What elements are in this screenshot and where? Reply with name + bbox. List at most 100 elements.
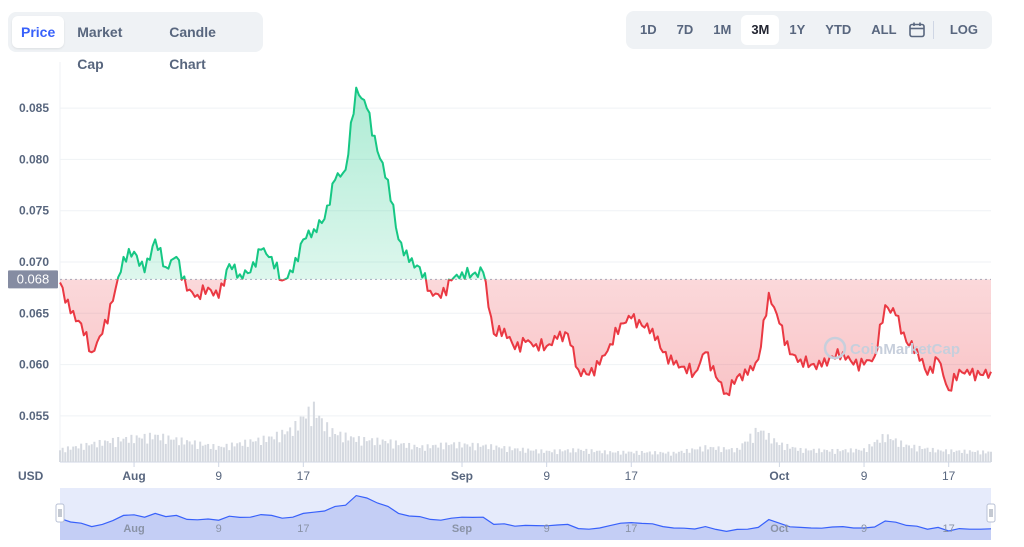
volume-bar: [791, 446, 794, 462]
volume-bar: [990, 451, 992, 462]
navigator-tick-label: 9: [544, 523, 550, 535]
grid-lines: [59, 62, 991, 463]
volume-bar: [416, 446, 419, 462]
volume-bar: [188, 441, 191, 462]
currency-label: USD: [18, 469, 44, 483]
range-7d[interactable]: 7D: [676, 22, 694, 37]
y-axis: 0.055 0.060 0.065 0.070 0.075 0.080 0.085: [19, 101, 49, 423]
range-3m[interactable]: 3M: [741, 15, 780, 45]
volume-bar: [979, 454, 982, 462]
range-1m[interactable]: 1M: [713, 22, 732, 37]
volume-bar: [466, 444, 469, 462]
volume-bar: [532, 450, 535, 462]
volume-bar: [154, 434, 157, 462]
navigator-tick-label: Oct: [770, 523, 789, 535]
volume-bar: [479, 446, 482, 462]
volume-bar: [260, 445, 263, 462]
chart-type-tabs: Price Market Cap Candle Chart: [8, 12, 263, 72]
volume-bar: [699, 446, 702, 462]
volume-bar: [638, 454, 641, 462]
tab-price[interactable]: Price: [12, 16, 65, 48]
volume-bar: [529, 450, 532, 462]
volume-bar: [770, 443, 773, 462]
navigator-left-handle[interactable]: [55, 503, 65, 523]
range-1d[interactable]: 1D: [640, 22, 657, 37]
volume-bar: [492, 449, 495, 462]
volume-bar: [836, 448, 839, 462]
volume-bar: [368, 440, 371, 462]
volume-bar: [757, 432, 760, 462]
volume-bar: [291, 435, 294, 462]
volume-bar: [802, 452, 805, 462]
volume-bar: [289, 427, 292, 462]
volume-bar: [516, 448, 519, 462]
range-ytd[interactable]: YTD: [825, 22, 852, 37]
volume-bar: [389, 439, 392, 462]
volume-bar: [786, 443, 789, 462]
volume-bar: [143, 433, 146, 462]
volume-bar: [344, 432, 347, 462]
volume-bar: [209, 448, 212, 462]
volume-bar: [625, 453, 628, 462]
volume-bar: [342, 442, 345, 462]
volume-bar: [558, 449, 561, 462]
volume-bar: [135, 435, 138, 462]
volume-bar: [733, 452, 736, 462]
volume-bar: [90, 444, 93, 462]
volume-bar: [101, 445, 104, 462]
volume-bar: [384, 440, 387, 462]
volume-bar: [548, 450, 551, 462]
calendar-icon[interactable]: [907, 15, 928, 45]
x-tick-label: Aug: [122, 469, 145, 483]
tab-market-cap[interactable]: Market Cap: [77, 24, 123, 72]
volume-bar: [839, 451, 842, 462]
log-scale-toggle[interactable]: LOG: [949, 22, 978, 37]
volume-bar: [326, 422, 329, 462]
volume-bar: [683, 452, 686, 462]
volume-bar: [270, 436, 273, 462]
volume-bar: [659, 451, 662, 462]
volume-bar: [111, 437, 114, 462]
volume-bar: [556, 454, 559, 462]
volume-bar: [307, 406, 310, 462]
volume-bar: [431, 445, 434, 462]
volume-bar: [228, 450, 231, 462]
volume-bar: [156, 434, 159, 462]
volume-bar: [680, 450, 683, 462]
volume-bar: [931, 447, 934, 462]
x-tick-label: Sep: [451, 469, 473, 483]
volume-bar: [220, 446, 223, 462]
current-price-label: 0.068: [17, 271, 50, 286]
volume-bar: [392, 448, 395, 462]
volume-bar: [736, 447, 739, 462]
range-1y[interactable]: 1Y: [789, 22, 806, 37]
volume-bar: [498, 447, 501, 462]
volume-bar: [717, 446, 720, 462]
volume-bar: [133, 443, 136, 462]
volume-bar: [603, 450, 606, 462]
time-range-selector: 1D 7D 1M 3M 1Y YTD ALL LOG: [626, 11, 992, 49]
volume-bar: [122, 438, 125, 462]
tab-candle-chart[interactable]: Candle Chart: [169, 24, 216, 72]
area-above-baseline: [117, 87, 486, 280]
volume-bar: [474, 450, 477, 462]
volume-bar: [852, 452, 855, 462]
volume-bar: [320, 418, 323, 462]
volume-bar: [484, 444, 487, 462]
price-areas: [60, 87, 991, 396]
volume-bar: [865, 452, 868, 462]
navigator-right-handle[interactable]: [986, 503, 996, 523]
volume-bar: [939, 450, 942, 462]
volume-bar: [225, 443, 228, 462]
volume-bar: [453, 442, 456, 462]
x-axis: Aug 9 17 Sep 9 17 Oct 9 17: [122, 462, 956, 483]
current-price-tag: 0.068: [8, 270, 58, 289]
volume-bar: [564, 450, 567, 462]
volume-bar: [550, 452, 553, 462]
volume-bar: [299, 416, 302, 462]
volume-bar: [696, 449, 699, 462]
volume-bar: [572, 448, 575, 462]
range-all[interactable]: ALL: [871, 22, 897, 37]
volume-bar: [609, 451, 612, 462]
volume-bar: [527, 448, 530, 462]
